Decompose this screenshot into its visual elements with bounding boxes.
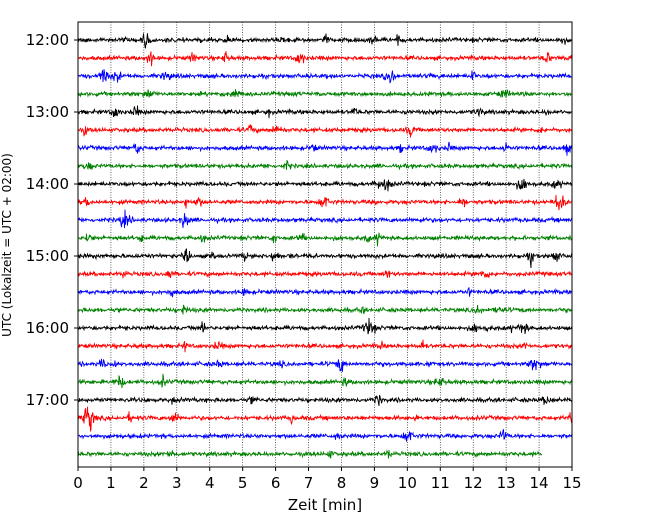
- x-tick-label-13: 13: [497, 474, 516, 492]
- x-tick-label-12: 12: [464, 474, 483, 492]
- y-axis-label: UTC (Lokalzeit = UTC + 02:00): [0, 153, 14, 337]
- trace-1200: [77, 33, 573, 49]
- seismic-traces: [77, 33, 573, 459]
- y-axis-ticks: 12:00 13:00 14:00 15:00 16:00 17:00: [26, 31, 78, 409]
- trace-1715: [77, 406, 573, 433]
- x-axis-label: Zeit [min]: [288, 496, 362, 514]
- y-tick-label-1600: 16:00: [26, 319, 69, 337]
- x-tick-label-0: 0: [73, 474, 83, 492]
- y-tick-label-1300: 13:00: [26, 103, 69, 121]
- trace-1730: [77, 429, 573, 442]
- x-axis-ticks: 0 1 2 3 4 5 6 7 8 9 10 11 12 13 14 15: [73, 467, 582, 492]
- trace-1500: [77, 248, 573, 269]
- y-tick-label-1700: 17:00: [26, 391, 69, 409]
- y-tick-label-1200: 12:00: [26, 31, 69, 49]
- x-tick-label-3: 3: [172, 474, 182, 492]
- trace-1215: [77, 51, 573, 67]
- trace-1330: [77, 141, 573, 156]
- x-tick-label-15: 15: [562, 474, 581, 492]
- y-tick-label-1500: 15:00: [26, 247, 69, 265]
- x-tick-label-11: 11: [431, 474, 450, 492]
- y-tick-label-1400: 14:00: [26, 175, 69, 193]
- trace-1615: [77, 339, 573, 353]
- trace-1430: [77, 209, 573, 229]
- trace-1345: [77, 159, 573, 171]
- x-tick-label-8: 8: [337, 474, 347, 492]
- trace-1700: [77, 394, 573, 407]
- x-tick-label-9: 9: [370, 474, 380, 492]
- plot-frame: [77, 21, 573, 468]
- x-tick-label-1: 1: [106, 474, 116, 492]
- x-gridlines: [110, 22, 540, 467]
- x-tick-label-6: 6: [271, 474, 281, 492]
- trace-1600: [77, 317, 573, 335]
- trace-1400: [77, 178, 573, 192]
- trace-1545: [77, 304, 573, 315]
- x-tick-label-4: 4: [205, 474, 215, 492]
- trace-1445: [77, 232, 573, 247]
- trace-1315: [77, 124, 573, 138]
- trace-1630: [77, 358, 573, 372]
- trace-1745: [77, 449, 543, 459]
- trace-1230: [77, 69, 573, 84]
- x-tick-label-2: 2: [139, 474, 149, 492]
- trace-1530: [77, 287, 573, 298]
- trace-1415: [77, 195, 573, 211]
- x-tick-label-5: 5: [238, 474, 248, 492]
- trace-1645: [77, 373, 573, 389]
- trace-1245: [77, 89, 573, 99]
- trace-1300: [77, 105, 573, 119]
- x-tick-label-10: 10: [398, 474, 417, 492]
- x-tick-label-14: 14: [530, 474, 549, 492]
- x-tick-label-7: 7: [304, 474, 314, 492]
- trace-1515: [77, 270, 573, 279]
